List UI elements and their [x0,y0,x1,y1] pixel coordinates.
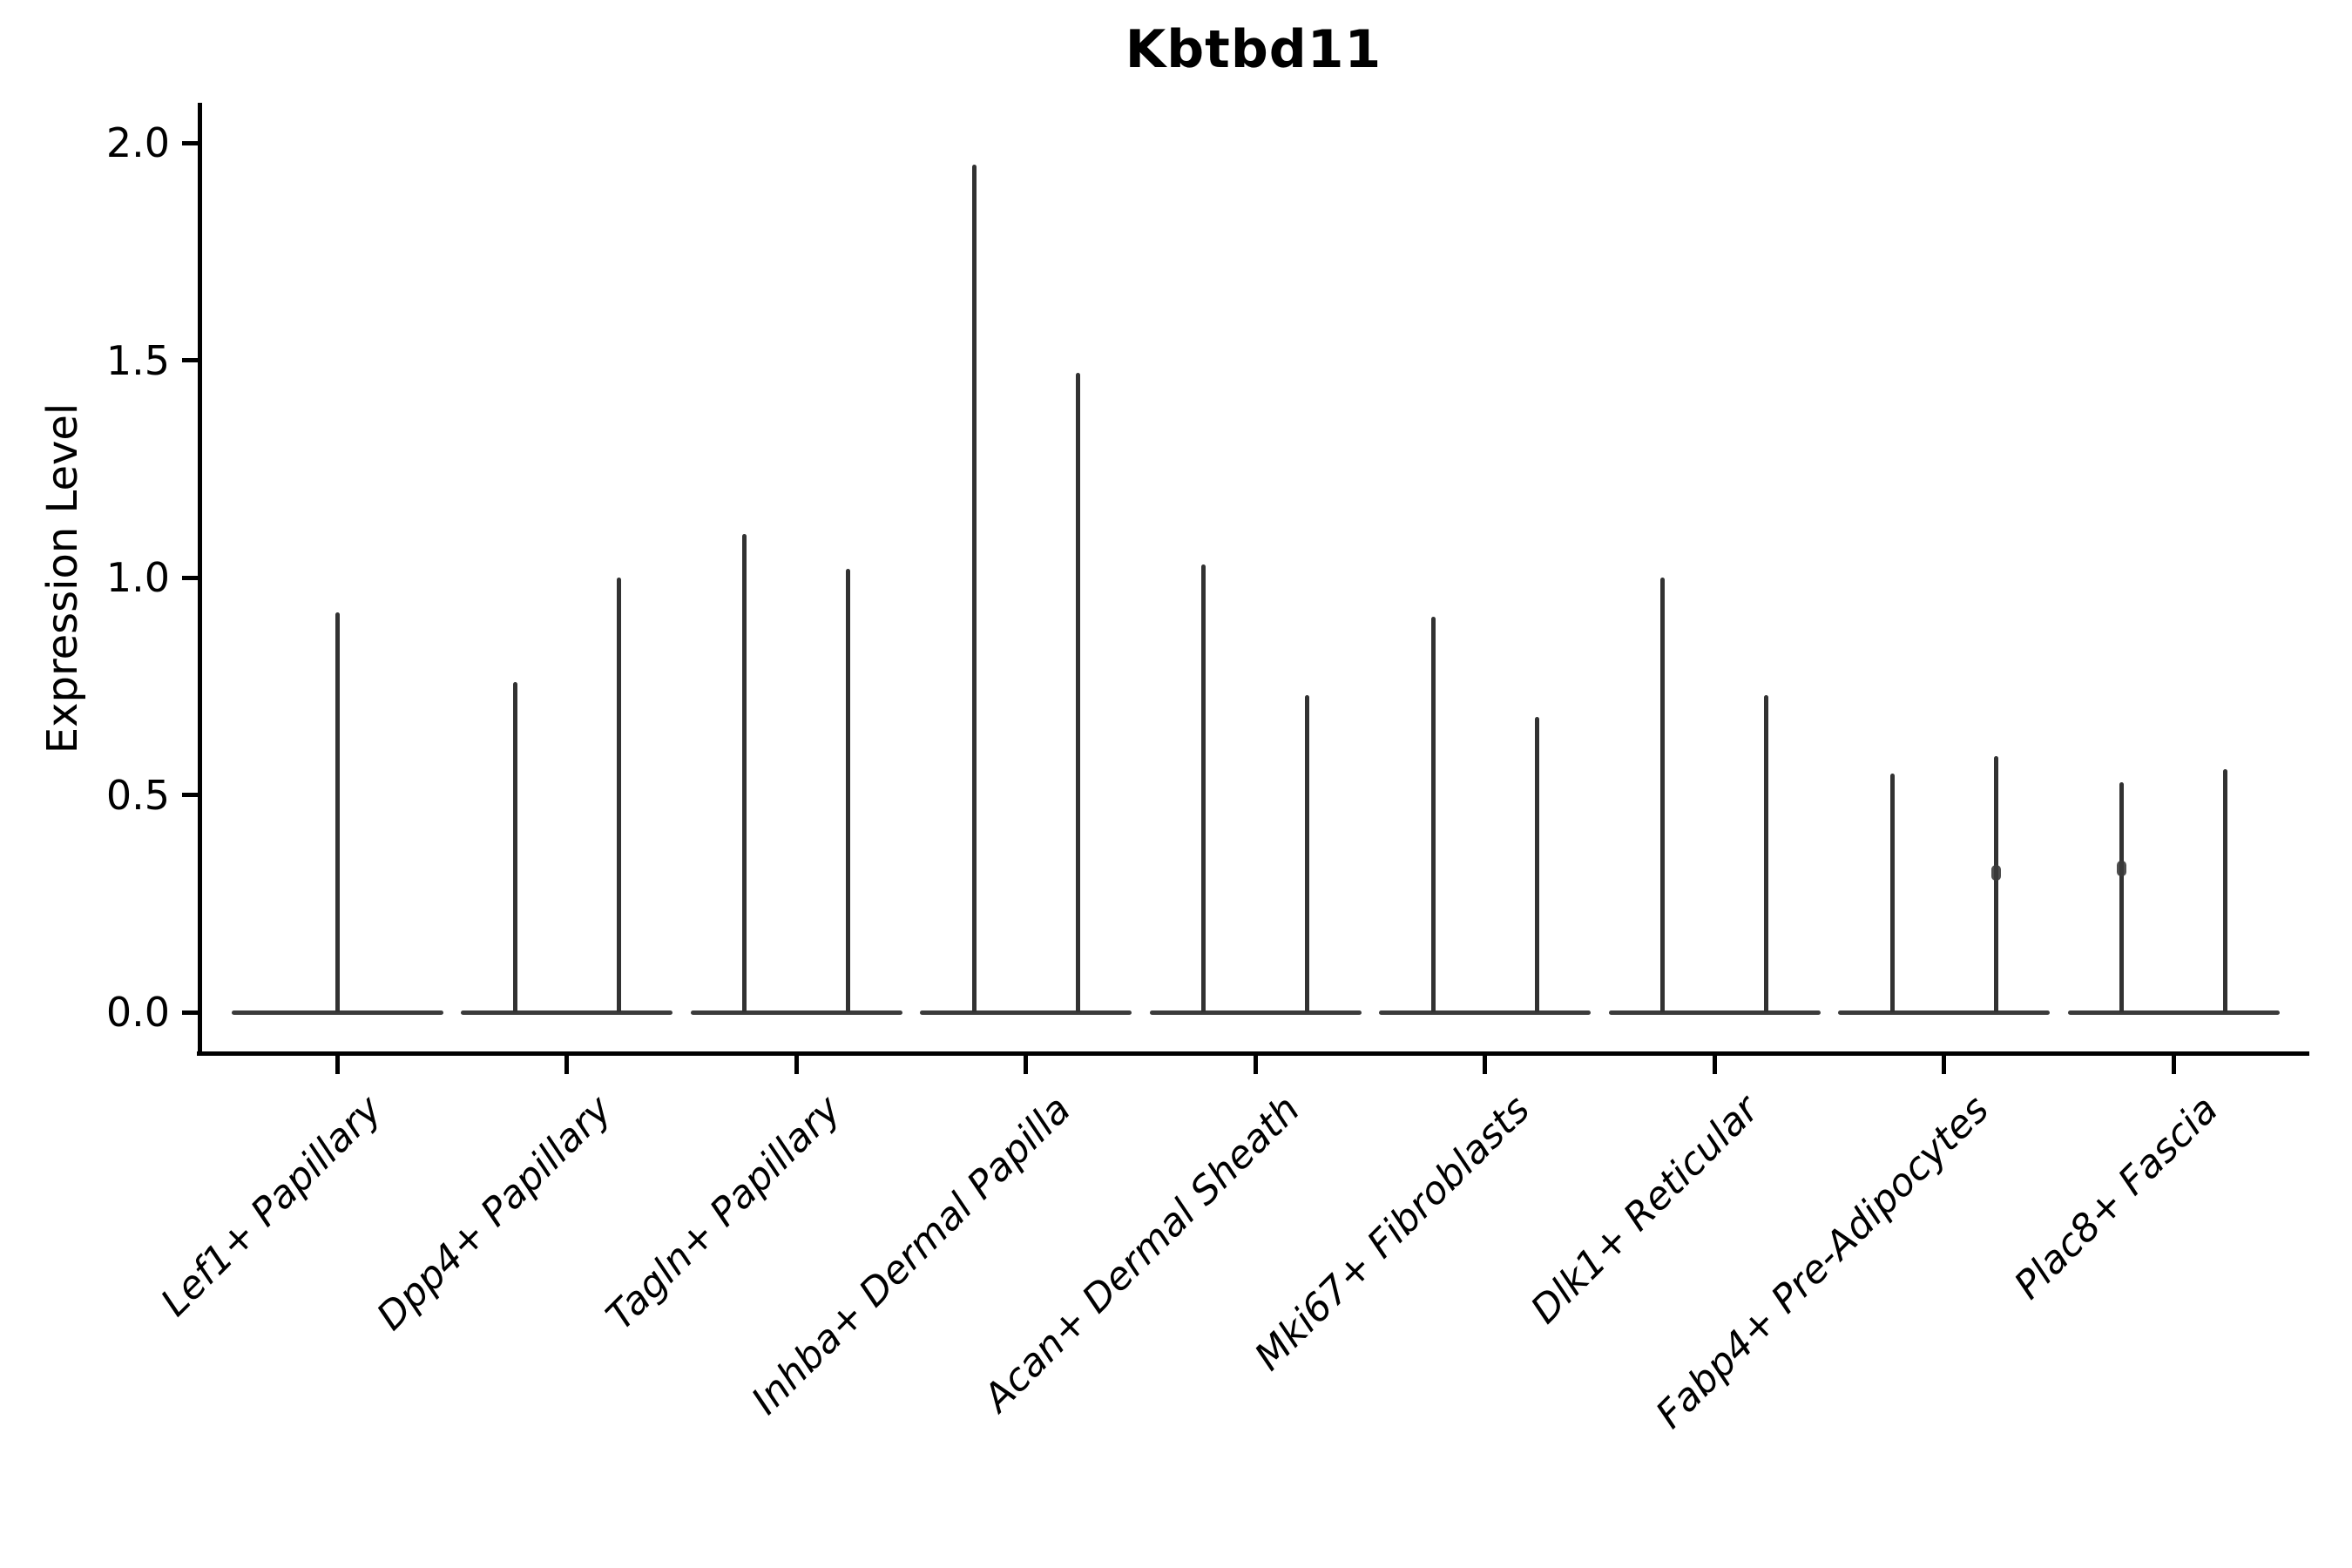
y-tick [182,793,198,797]
x-tick-label: Dlk1+ Reticular [1522,1087,1768,1333]
y-axis-spine [198,103,202,1056]
y-tick-label: 0.0 [105,989,170,1036]
violin-baseline [1608,1010,1821,1015]
violin-spike [335,612,340,1012]
violin-spike [1889,773,1895,1012]
violin-spike [1993,755,1998,1012]
x-tick [1712,1056,1717,1074]
violin-baseline [920,1010,1132,1015]
y-tick-label: 0.5 [105,771,170,819]
violin-spike [742,534,747,1012]
y-tick [182,358,198,362]
x-tick-label: Lef1+ Papillary [152,1087,391,1326]
violin-spike [1430,616,1436,1012]
violin-spike [1764,694,1768,1012]
violin-baseline [231,1010,443,1015]
x-tick [335,1056,340,1074]
x-tick [1024,1056,1028,1074]
violin-spike [971,164,977,1012]
chart-title: Kbtbd11 [1125,19,1382,80]
violin-bump [1990,865,2001,882]
x-axis-spine [197,1051,2309,1056]
violin-spike [1201,564,1206,1012]
x-tick [1253,1056,1258,1074]
y-tick [182,575,198,580]
y-tick-label: 1.5 [105,336,170,384]
x-tick-label: Dpp4+ Papillary [368,1087,620,1340]
x-tick-label: Plac8+ Fascia [2005,1087,2227,1308]
x-tick [794,1056,799,1074]
violin-baseline [690,1010,902,1015]
x-tick [564,1056,569,1074]
violin-spike [2119,781,2124,1012]
violin-baseline [461,1010,672,1015]
x-tick [2171,1056,2176,1074]
violin-spike [1075,373,1080,1012]
x-tick [1483,1056,1487,1074]
violin-baseline [2067,1010,2280,1015]
violin-spike [1534,716,1539,1012]
violin-bump [2117,861,2126,877]
x-tick [1942,1056,1946,1074]
violin-spike [1305,694,1309,1012]
violin-spike [1660,578,1665,1012]
violin-spike [2223,768,2227,1012]
violin-spike [846,569,850,1012]
violin-spike [616,578,621,1012]
violin-baseline [1379,1010,1591,1015]
violin-baseline [1838,1010,2050,1015]
y-tick-label: 1.0 [105,554,170,601]
y-tick [182,140,198,145]
x-tick-label: Tagln+ Papillary [598,1087,850,1339]
violin-spike [512,681,517,1012]
y-tick-label: 2.0 [105,119,170,166]
violin-baseline [1149,1010,1362,1015]
y-tick [182,1010,198,1015]
